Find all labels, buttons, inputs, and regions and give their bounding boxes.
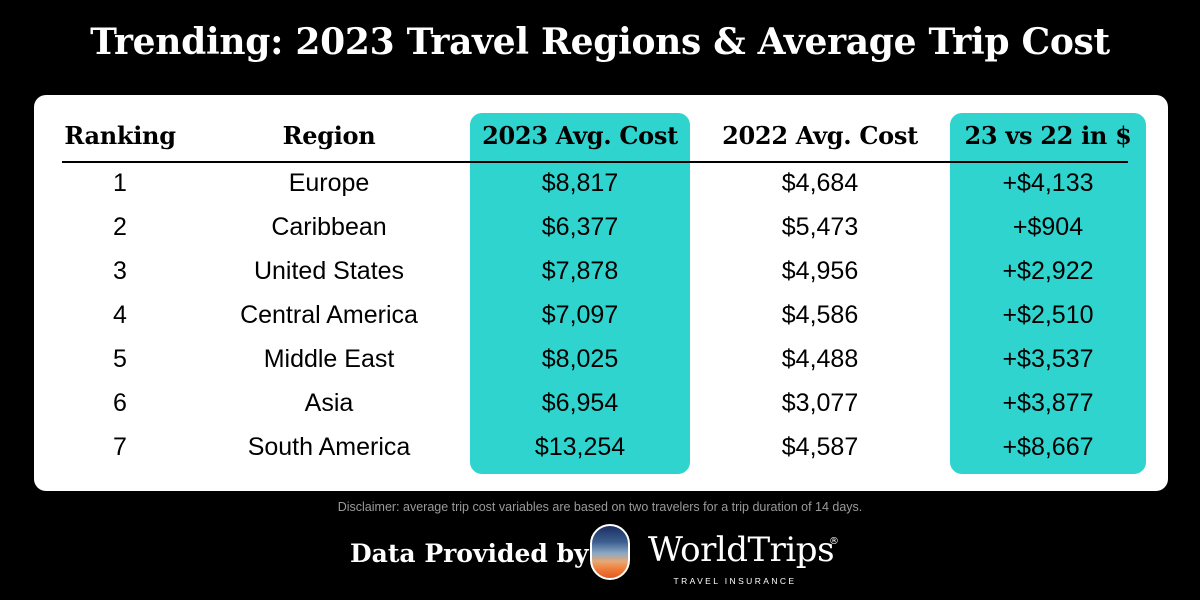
rank-cell: 4: [113, 301, 127, 329]
rank-cell: 3: [113, 257, 127, 285]
difference-cell: +$4,133: [1002, 169, 1094, 197]
cost-2022-cell: $4,684: [781, 169, 859, 197]
cost-2023-cell: $13,254: [534, 433, 626, 461]
rank-cell: 1: [113, 169, 127, 197]
region-cell: Europe: [288, 169, 370, 197]
region-cell: United States: [253, 257, 405, 285]
page-title: Trending: 2023 Travel Regions & Average …: [90, 21, 1110, 63]
rank-cell: 6: [113, 389, 127, 417]
table-header-row: Ranking Region 2023 Avg. Cost 2022 Avg. …: [34, 115, 1168, 157]
brand-logo-text: WorldTrips: [648, 530, 835, 570]
cost-2023-cell: $8,025: [541, 345, 619, 373]
difference-cell: +$904: [1012, 213, 1084, 241]
header-2023-avg-cost: 2023 Avg. Cost: [482, 121, 678, 150]
difference-cell: +$3,537: [1002, 345, 1094, 373]
cost-2022-cell: $4,587: [781, 433, 859, 461]
cost-2022-cell: $3,077: [781, 389, 859, 417]
cost-2023-cell: $6,954: [541, 389, 619, 417]
header-divider: [62, 161, 1128, 163]
brand-tagline: TRAVEL INSURANCE: [673, 576, 797, 586]
region-cell: South America: [247, 433, 411, 461]
rank-cell: 7: [113, 433, 127, 461]
region-cell: Asia: [304, 389, 354, 417]
header-difference: 23 vs 22 in $: [964, 121, 1132, 150]
cost-2023-cell: $8,817: [541, 169, 619, 197]
cost-2022-cell: $4,488: [781, 345, 859, 373]
header-2022-avg-cost: 2022 Avg. Cost: [722, 121, 918, 150]
difference-cell: +$8,667: [1002, 433, 1094, 461]
column-highlight-2023: [470, 113, 690, 474]
column-highlight-difference: [950, 113, 1146, 474]
cost-2023-cell: $7,097: [541, 301, 619, 329]
cost-2023-cell: $7,878: [541, 257, 619, 285]
cost-table-card: Ranking Region 2023 Avg. Cost 2022 Avg. …: [34, 95, 1168, 491]
sunset-badge-icon: [590, 524, 630, 580]
region-cell: Middle East: [263, 345, 395, 373]
rank-cell: 2: [113, 213, 127, 241]
difference-cell: +$2,922: [1002, 257, 1094, 285]
rank-cell: 5: [113, 345, 127, 373]
cost-2023-cell: $6,377: [541, 213, 619, 241]
header-region: Region: [282, 121, 376, 150]
cost-2022-cell: $4,586: [781, 301, 859, 329]
data-credit-text: Data Provided by: [350, 539, 589, 568]
region-cell: Caribbean: [271, 213, 387, 241]
region-cell: Central America: [240, 301, 418, 329]
header-ranking: Ranking: [64, 121, 176, 150]
registered-mark: ®: [829, 536, 839, 547]
difference-cell: +$2,510: [1002, 301, 1094, 329]
cost-2022-cell: $5,473: [781, 213, 859, 241]
cost-2022-cell: $4,956: [781, 257, 859, 285]
difference-cell: +$3,877: [1002, 389, 1094, 417]
disclaimer-text: Disclaimer: average trip cost variables …: [337, 500, 863, 514]
